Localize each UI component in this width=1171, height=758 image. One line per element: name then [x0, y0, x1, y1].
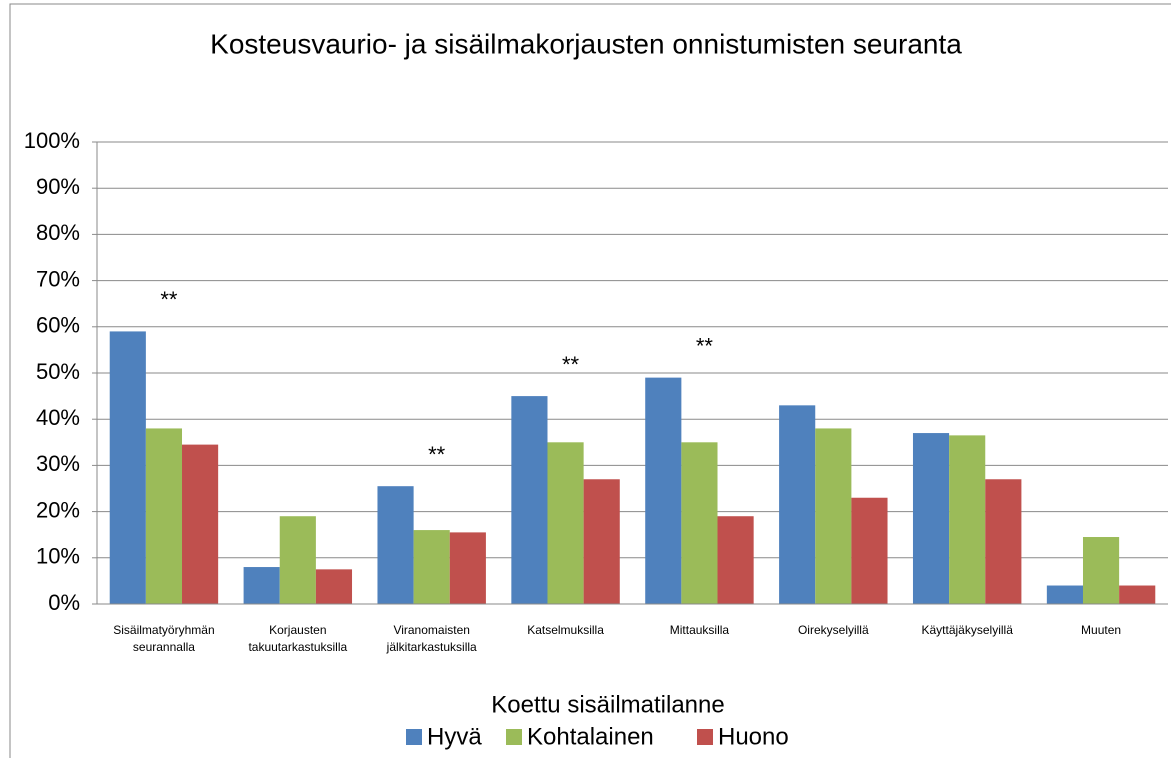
- legend-swatch: [506, 729, 522, 745]
- x-tick-label: Muuten: [1081, 623, 1122, 637]
- y-tick-label: 100%: [24, 128, 80, 153]
- legend-label: Hyvä: [427, 723, 482, 750]
- bar: [949, 435, 986, 604]
- y-tick-label: 0%: [48, 590, 80, 615]
- x-tick-label: Mittauksilla: [669, 623, 730, 637]
- y-tick-label: 70%: [36, 266, 80, 291]
- y-tick-label: 60%: [36, 313, 80, 338]
- chart-title: Kosteusvaurio- ja sisäilmakorjausten onn…: [210, 28, 962, 59]
- annotation: **: [696, 333, 714, 358]
- bar: [511, 396, 548, 604]
- x-tick-label: Käyttäjäkyselyillä: [921, 623, 1013, 637]
- x-tick-label: Oirekyselyillä: [797, 623, 869, 637]
- bar: [583, 479, 620, 604]
- bar: [1119, 585, 1156, 604]
- bar: [985, 479, 1022, 604]
- y-tick-label: 30%: [36, 451, 80, 476]
- x-tick-label: Korjausten takuutarkastuksilla: [248, 623, 348, 654]
- x-tick-label: Viranomaisten jälkitarkastuksilla: [386, 623, 477, 654]
- bar: [815, 428, 852, 604]
- y-tick-label: 90%: [36, 174, 80, 199]
- bar: [547, 442, 584, 604]
- y-tick-label: 20%: [36, 497, 80, 522]
- legend-swatch: [697, 729, 713, 745]
- legend-label: Kohtalainen: [527, 723, 654, 750]
- y-tick-label: 40%: [36, 405, 80, 430]
- bar: [717, 516, 754, 604]
- bar: [779, 405, 816, 604]
- bar: [681, 442, 718, 604]
- y-tick-label: 80%: [36, 220, 80, 245]
- bar: [851, 497, 888, 604]
- legend-label: Huono: [718, 723, 789, 750]
- x-tick-label: Katselmuksilla: [527, 623, 604, 637]
- y-tick-label: 10%: [36, 544, 80, 569]
- x-tick-label: Sisäilmatyöryhmän seurannalla: [113, 623, 215, 654]
- bar: [315, 569, 353, 604]
- bar: [182, 444, 219, 604]
- bar: [1082, 537, 1120, 604]
- annotation: **: [428, 442, 446, 467]
- bar: [912, 433, 950, 604]
- legend-title: Koettu sisäilmatilanne: [491, 691, 724, 718]
- bar: [145, 428, 183, 604]
- bar: [449, 532, 486, 604]
- bar: [109, 331, 146, 604]
- chart-frame: [9, 3, 1171, 758]
- bar: [279, 516, 316, 604]
- bar: [645, 377, 682, 604]
- bar: [413, 530, 450, 604]
- annotation: **: [562, 352, 580, 377]
- bar: [377, 486, 414, 604]
- bar: [1046, 585, 1083, 604]
- bar: [243, 567, 280, 604]
- legend-swatch: [406, 729, 422, 745]
- annotation: **: [160, 287, 178, 312]
- y-tick-label: 50%: [36, 359, 80, 384]
